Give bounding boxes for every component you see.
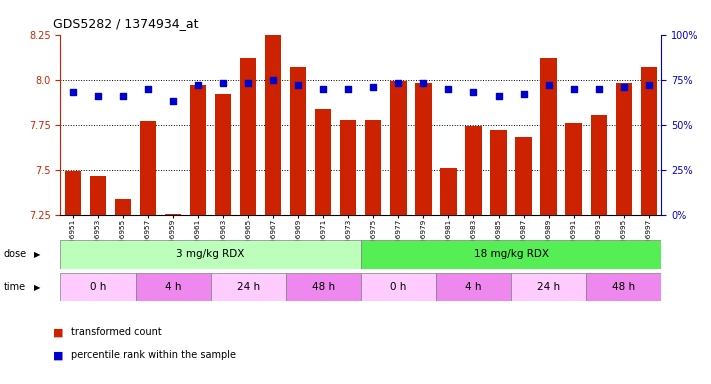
- Bar: [511, 273, 586, 301]
- Text: 48 h: 48 h: [311, 282, 335, 292]
- Point: [117, 93, 129, 99]
- Point: [267, 77, 279, 83]
- Bar: [60, 240, 361, 269]
- Point: [468, 89, 479, 95]
- Point: [368, 84, 379, 90]
- Point: [343, 86, 354, 92]
- Point: [193, 82, 204, 88]
- Bar: [515, 137, 532, 215]
- Text: dose: dose: [4, 249, 27, 260]
- Text: 4 h: 4 h: [465, 282, 482, 292]
- Point: [418, 80, 429, 86]
- Bar: [390, 81, 407, 215]
- Point: [593, 86, 604, 92]
- Text: 4 h: 4 h: [165, 282, 181, 292]
- Point: [142, 86, 154, 92]
- Point: [392, 80, 404, 86]
- Bar: [340, 120, 356, 215]
- Text: 0 h: 0 h: [390, 282, 407, 292]
- Bar: [315, 109, 331, 215]
- Point: [242, 80, 254, 86]
- Bar: [136, 273, 210, 301]
- Point: [443, 86, 454, 92]
- Point: [518, 91, 529, 97]
- Bar: [265, 35, 282, 215]
- Bar: [286, 273, 361, 301]
- Text: ■: ■: [53, 350, 64, 360]
- Point: [68, 89, 79, 95]
- Point: [318, 86, 329, 92]
- Point: [543, 82, 555, 88]
- Bar: [591, 115, 606, 215]
- Text: percentile rank within the sample: percentile rank within the sample: [71, 350, 236, 360]
- Text: 3 mg/kg RDX: 3 mg/kg RDX: [176, 249, 245, 260]
- Text: 0 h: 0 h: [90, 282, 106, 292]
- Bar: [465, 126, 481, 215]
- Text: 18 mg/kg RDX: 18 mg/kg RDX: [474, 249, 548, 260]
- Bar: [240, 58, 257, 215]
- Bar: [415, 83, 432, 215]
- Point: [167, 98, 178, 104]
- Point: [92, 93, 104, 99]
- Bar: [440, 168, 456, 215]
- Point: [643, 82, 654, 88]
- Bar: [115, 199, 131, 215]
- Text: 24 h: 24 h: [237, 282, 260, 292]
- Text: ▶: ▶: [34, 283, 41, 291]
- Point: [568, 86, 579, 92]
- Bar: [586, 273, 661, 301]
- Point: [292, 82, 304, 88]
- Bar: [290, 67, 306, 215]
- Point: [493, 93, 504, 99]
- Text: time: time: [4, 282, 26, 292]
- Text: ■: ■: [53, 327, 64, 337]
- Bar: [540, 58, 557, 215]
- Bar: [365, 120, 382, 215]
- Bar: [165, 214, 181, 215]
- Text: transformed count: transformed count: [71, 327, 162, 337]
- Bar: [215, 94, 231, 215]
- Bar: [641, 67, 657, 215]
- Bar: [190, 85, 206, 215]
- Text: GDS5282 / 1374934_at: GDS5282 / 1374934_at: [53, 17, 199, 30]
- Point: [218, 80, 229, 86]
- Bar: [436, 273, 511, 301]
- Bar: [361, 273, 436, 301]
- Bar: [60, 273, 136, 301]
- Point: [618, 84, 629, 90]
- Bar: [140, 121, 156, 215]
- Bar: [210, 273, 286, 301]
- Bar: [616, 83, 632, 215]
- Text: 24 h: 24 h: [537, 282, 560, 292]
- Bar: [90, 176, 106, 215]
- Text: 48 h: 48 h: [612, 282, 635, 292]
- Text: ▶: ▶: [34, 250, 41, 259]
- Bar: [491, 130, 507, 215]
- Bar: [361, 240, 661, 269]
- Bar: [565, 123, 582, 215]
- Bar: [65, 171, 81, 215]
